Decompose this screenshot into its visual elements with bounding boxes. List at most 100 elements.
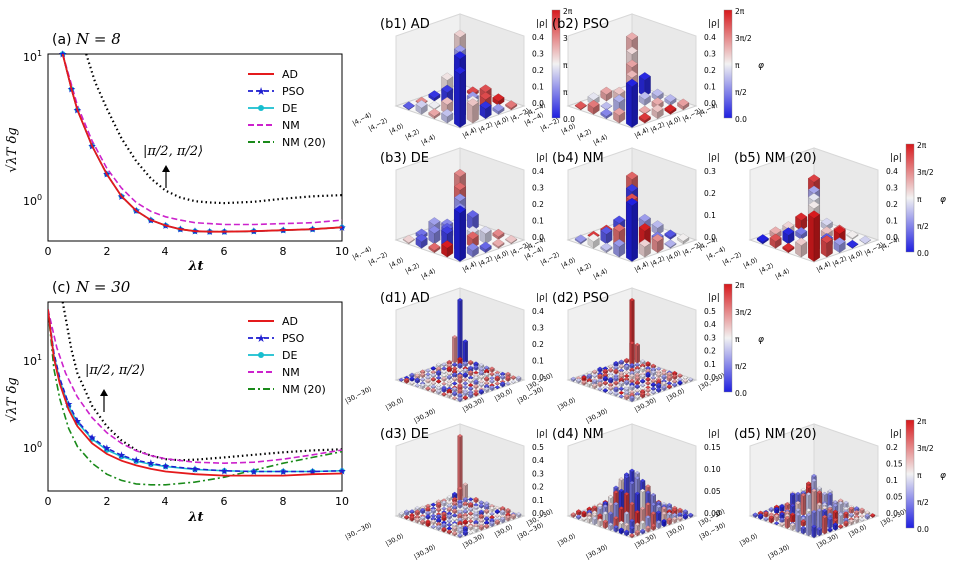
series-point: ★: [88, 433, 97, 444]
bar-side-right: [852, 243, 859, 249]
phase-colorbar: [551, 9, 561, 119]
basis-label-left: |4,4⟩: [592, 133, 609, 147]
bar-side-right: [443, 388, 447, 393]
panel-a-legend: AD ★ PSO DE NM NM (20): [248, 68, 326, 149]
bar-side-right: [434, 246, 441, 254]
bar-side-right: [845, 522, 849, 528]
colorbar-tick: π: [917, 471, 922, 480]
rho-axis-label: |ρ|: [708, 153, 720, 163]
bar-side-right: [511, 238, 518, 245]
z-tick: 0.1: [532, 496, 544, 505]
bar-side-right: [642, 530, 646, 535]
series-point: ★: [249, 227, 258, 238]
bar-side-right: [454, 336, 458, 364]
bar-side-right: [475, 392, 479, 397]
bar-side-right: [626, 381, 630, 386]
panel-title: (b4) NM: [552, 151, 604, 166]
bar-side-right: [670, 108, 677, 115]
z-tick: 0.0: [532, 509, 544, 518]
basis-label-left: |30,0⟩: [384, 532, 405, 548]
colorbar-tick: 3π/2: [735, 34, 752, 43]
bar-side-right: [498, 107, 505, 115]
basis-label-left: |4,0⟩: [742, 256, 759, 270]
density-matrix-panels: (b1) AD |ρ|0.40.30.20.10.0|4,−4⟩|4,4⟩|4,−…: [344, 7, 946, 561]
colorbar-tick: π/2: [735, 88, 747, 97]
bar-side-right: [840, 502, 844, 515]
panel-c-legend: AD ★ PSO DE NM NM (20): [248, 315, 326, 396]
rho-axis-label: |ρ|: [536, 293, 548, 303]
bar-side-right: [593, 103, 600, 115]
panel-title: (b2) PSO: [552, 17, 609, 32]
basis-label-left: |4,0⟩: [560, 256, 577, 270]
basis-label-right: |4,2⟩: [477, 120, 494, 134]
z-tick: 0.1: [886, 476, 898, 485]
bar-side-right: [610, 369, 614, 373]
bar-side-right: [433, 520, 436, 526]
rho-axis-label: |ρ|: [890, 153, 902, 163]
basis-label-left: |4,4⟩: [420, 133, 437, 147]
basis-label-left: |30,−30⟩: [344, 521, 373, 542]
bar-side-right: [417, 385, 420, 388]
panel-c-xtick: 4: [162, 495, 169, 508]
bar-side-right: [459, 488, 463, 502]
z-tick: 0.15: [886, 460, 903, 469]
bar-side-right: [765, 512, 769, 518]
bar-side-right: [776, 515, 780, 522]
panel-c-tag: (c): [52, 280, 71, 296]
panel-a-xlabel: λt: [187, 259, 203, 274]
bar-side-right: [637, 344, 640, 364]
z-tick: 0.3: [532, 184, 544, 193]
bar-side-right: [459, 364, 463, 370]
bar-side-left: [454, 70, 461, 128]
panel-a-xtick: 8: [280, 245, 287, 258]
bar-side-right: [434, 229, 441, 245]
legend-label: PSO: [282, 85, 305, 98]
bar-side-right: [851, 514, 854, 518]
bar-side-right: [485, 245, 492, 254]
bar-side-right: [583, 381, 587, 386]
series-point: ★: [191, 227, 200, 238]
bar-side-right: [776, 522, 780, 526]
panel-a-xtick: 0: [45, 245, 52, 258]
phi-label: φ: [940, 471, 946, 481]
bar-side-right: [605, 389, 608, 393]
bar-side-right: [475, 385, 479, 390]
bar-side-right: [851, 520, 854, 526]
bar-side-right: [438, 380, 442, 384]
bar-side-right: [644, 95, 651, 106]
bar-side-right: [459, 70, 466, 128]
bar-side-right: [647, 516, 651, 529]
basis-label-left: |4,2⟩: [576, 127, 593, 141]
colorbar-tick: 2π: [917, 417, 927, 426]
bar-side-right: [621, 388, 624, 392]
panel-title: (d4) NM: [552, 427, 604, 442]
z-tick: 0.1: [704, 211, 716, 220]
z-tick: 0.1: [532, 83, 544, 92]
bar-side-right: [670, 243, 677, 249]
series-point: ★: [117, 451, 126, 462]
panel-a-ytick-bottom: 100: [23, 193, 42, 208]
panel-c-xtick: 10: [335, 495, 349, 508]
series-point: ★: [191, 464, 200, 475]
bar-side-right: [663, 386, 667, 392]
bar-side-right: [792, 524, 796, 531]
bar-side-left: [457, 488, 461, 502]
basis-label-right: |4,0⟩: [665, 249, 682, 263]
bar-side-right: [610, 378, 614, 384]
z-tick: 0.4: [532, 456, 544, 465]
z-tick: 0.2: [704, 66, 716, 75]
series-point: ★: [73, 416, 82, 427]
bar-side-right: [653, 371, 656, 377]
bar-side-right: [642, 367, 646, 373]
bar-side-right: [485, 229, 492, 245]
panel-a-ylabel: √λT δg: [5, 127, 20, 172]
bar-side-right: [421, 237, 428, 249]
bar-side-right: [829, 528, 833, 533]
bar-side-right: [594, 517, 598, 526]
legend-label: NM (20): [282, 383, 326, 396]
bar-side-right: [481, 390, 484, 395]
legend-label: PSO: [282, 332, 305, 345]
z-tick: 0.1: [704, 360, 716, 369]
bar-side-right: [502, 376, 506, 381]
